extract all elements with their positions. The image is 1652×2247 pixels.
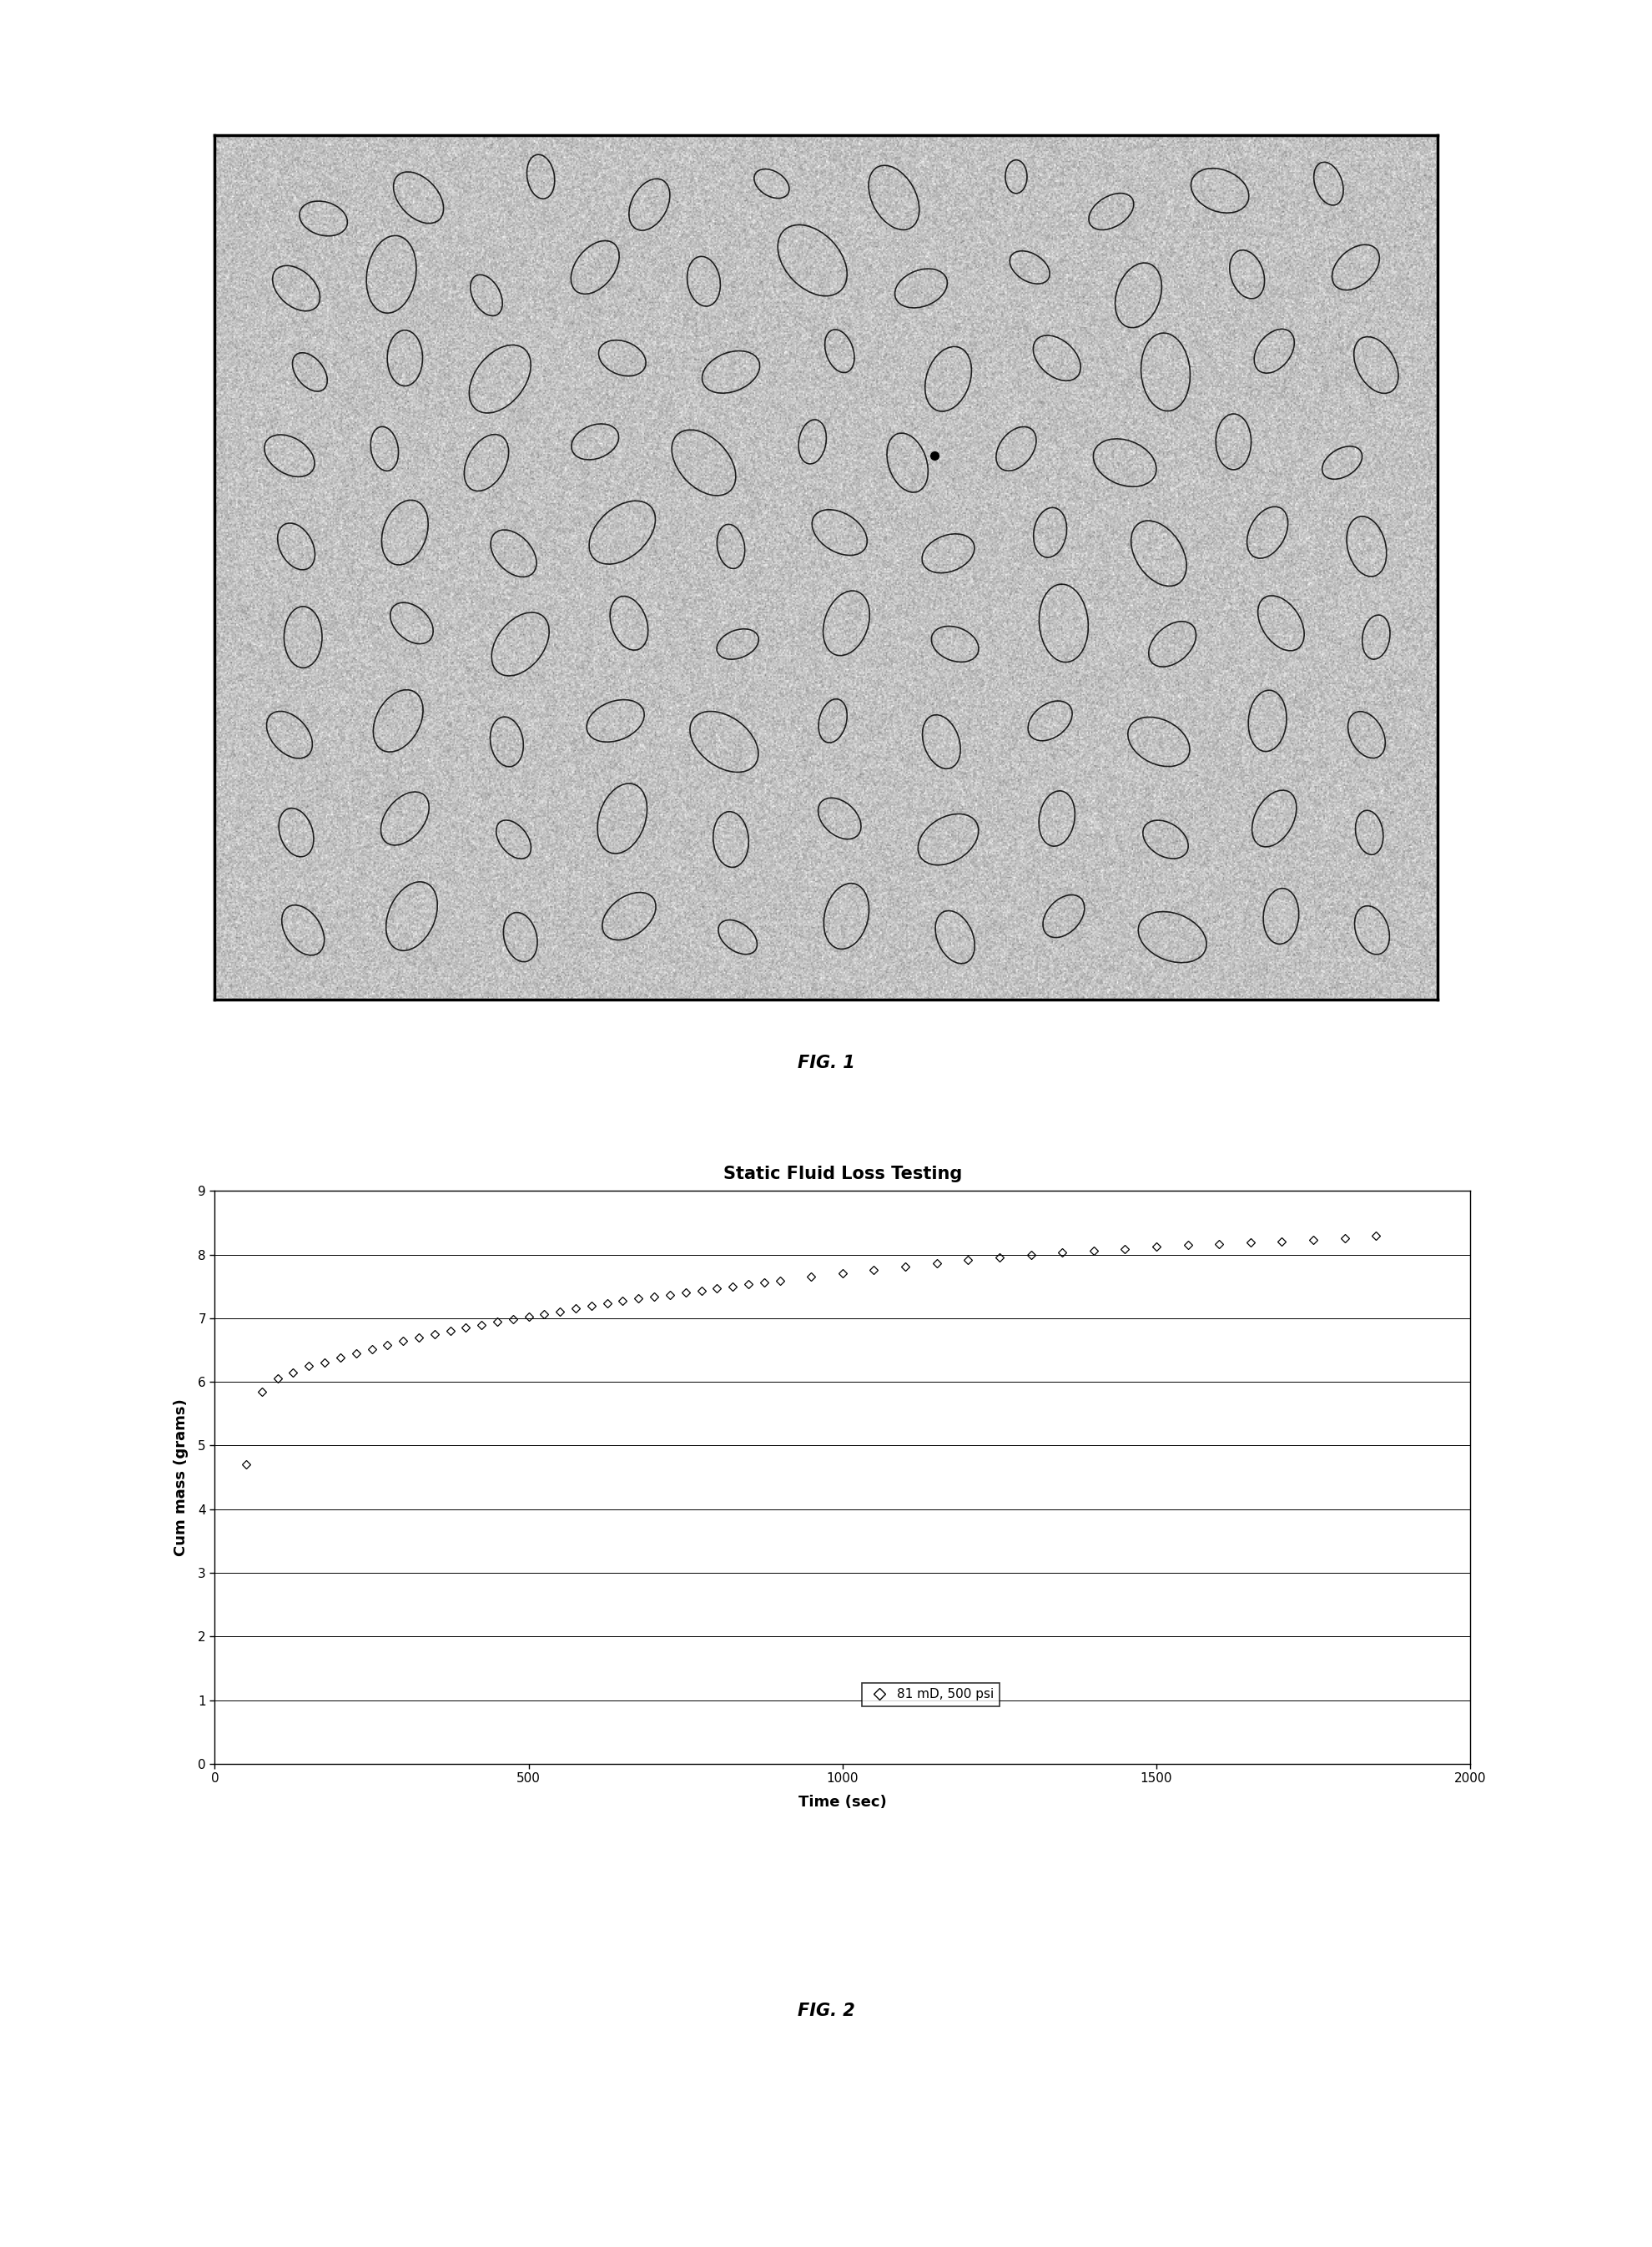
Text: FIG. 2: FIG. 2 xyxy=(798,2002,854,2020)
Text: FIG. 1: FIG. 1 xyxy=(798,1054,854,1072)
X-axis label: Time (sec): Time (sec) xyxy=(798,1795,887,1809)
Legend: 81 mD, 500 psi: 81 mD, 500 psi xyxy=(861,1683,999,1705)
Y-axis label: Cum mass (grams): Cum mass (grams) xyxy=(173,1398,188,1557)
Title: Static Fluid Loss Testing: Static Fluid Loss Testing xyxy=(724,1166,961,1182)
